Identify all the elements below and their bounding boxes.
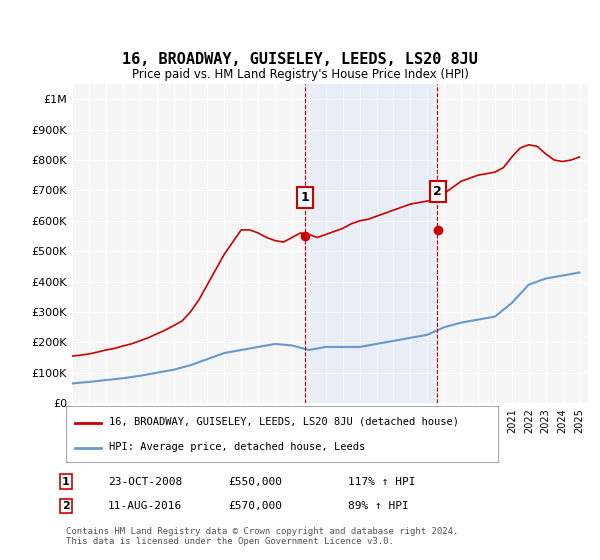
Text: Price paid vs. HM Land Registry's House Price Index (HPI): Price paid vs. HM Land Registry's House … xyxy=(131,68,469,81)
Text: 16, BROADWAY, GUISELEY, LEEDS, LS20 8JU: 16, BROADWAY, GUISELEY, LEEDS, LS20 8JU xyxy=(122,52,478,67)
Text: HPI: Average price, detached house, Leeds: HPI: Average price, detached house, Leed… xyxy=(109,442,365,452)
Text: £570,000: £570,000 xyxy=(228,501,282,511)
Text: 1: 1 xyxy=(62,477,70,487)
Text: 89% ↑ HPI: 89% ↑ HPI xyxy=(348,501,409,511)
Text: 23-OCT-2008: 23-OCT-2008 xyxy=(108,477,182,487)
Text: £550,000: £550,000 xyxy=(228,477,282,487)
Text: 2: 2 xyxy=(62,501,70,511)
Text: 1: 1 xyxy=(301,191,310,204)
Text: 2: 2 xyxy=(433,185,442,198)
Text: 11-AUG-2016: 11-AUG-2016 xyxy=(108,501,182,511)
Bar xyxy=(305,84,437,403)
Text: 16, BROADWAY, GUISELEY, LEEDS, LS20 8JU (detached house): 16, BROADWAY, GUISELEY, LEEDS, LS20 8JU … xyxy=(109,417,459,427)
Text: 117% ↑ HPI: 117% ↑ HPI xyxy=(348,477,416,487)
Text: Contains HM Land Registry data © Crown copyright and database right 2024.
This d: Contains HM Land Registry data © Crown c… xyxy=(66,526,458,546)
